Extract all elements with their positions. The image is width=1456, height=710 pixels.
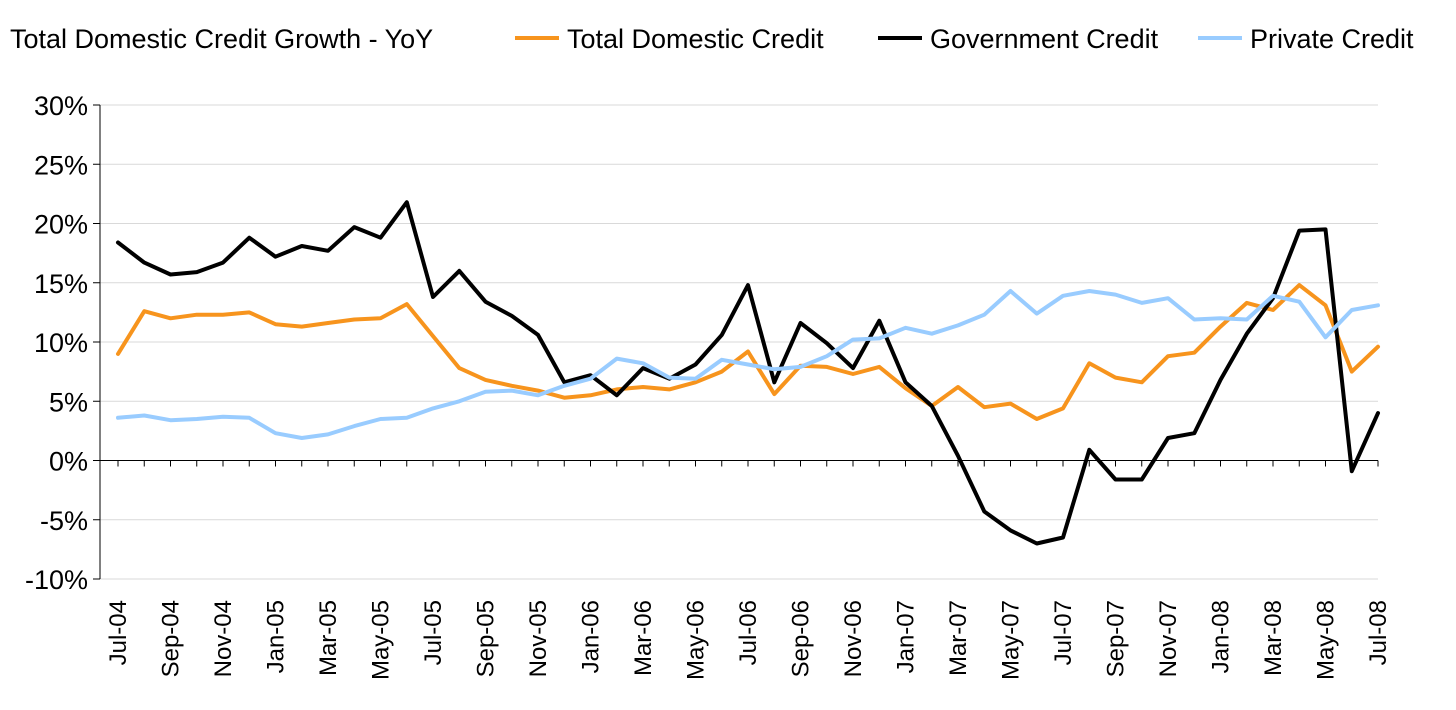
series-line-total-domestic-credit: [116, 283, 1380, 421]
y-tick-label: 0%: [49, 447, 88, 477]
x-tick-label: Nov-06: [840, 600, 867, 677]
x-tick-label: Mar-08: [1260, 600, 1287, 676]
x-tick-label: Nov-05: [525, 600, 552, 677]
x-tick-label: Nov-07: [1155, 600, 1182, 677]
x-tick-label: Jan-08: [1208, 600, 1235, 673]
chart-title: Total Domestic Credit Growth - YoY: [10, 24, 433, 54]
x-tick-label: Nov-04: [210, 600, 237, 677]
x-tick-label: May-05: [368, 600, 395, 680]
series-lines: [116, 200, 1380, 546]
x-tick-label: May-06: [683, 600, 710, 680]
series-line-private-credit: [116, 289, 1380, 440]
x-tick-label: May-07: [998, 600, 1025, 680]
x-tick-label: Sep-07: [1103, 600, 1130, 677]
x-tick-label: Mar-05: [315, 600, 342, 676]
x-tick-label: Sep-04: [158, 600, 185, 677]
y-tick-label: 5%: [49, 387, 88, 417]
x-tick-label: Jul-08: [1365, 600, 1392, 665]
y-tick-label: 25%: [34, 150, 88, 180]
x-tick-label: Mar-06: [630, 600, 657, 676]
legend-label: Government Credit: [930, 24, 1159, 54]
y-tick-label: 30%: [34, 91, 88, 121]
legend-label: Total Domestic Credit: [567, 24, 824, 54]
gridlines: [100, 104, 1378, 580]
x-axis-ticks: Jul-04 Sep-04 Nov-04 Jan-05 Mar-05 May-05 Jul-…: [105, 460, 1392, 680]
legend: Total Domestic Credit Government Credit Pr…: [515, 24, 1414, 54]
x-tick-label: Jan-05: [263, 600, 290, 673]
x-tick-label: Jul-07: [1050, 600, 1077, 665]
x-tick-label: Jan-06: [578, 600, 605, 673]
legend-label: Private Credit: [1250, 24, 1414, 54]
y-tick-label: -10%: [25, 565, 88, 595]
y-axis-ticks: 30% 25% 20% 15% 10% 5% 0% -5% -10%: [25, 91, 100, 595]
x-tick-label: Jan-07: [893, 600, 920, 673]
x-tick-label: Mar-07: [945, 600, 972, 676]
x-tick-label: Sep-06: [788, 600, 815, 677]
x-tick-label: May-08: [1313, 600, 1340, 680]
x-tick-label: Sep-05: [473, 600, 500, 677]
y-tick-label: 10%: [34, 328, 88, 358]
y-tick-label: 20%: [34, 210, 88, 240]
y-tick-label: 15%: [34, 269, 88, 299]
x-tick-label: Jul-05: [420, 600, 447, 665]
series-line-government-credit: [116, 200, 1380, 546]
x-tick-label: Jul-06: [735, 600, 762, 665]
y-tick-label: -5%: [40, 506, 88, 536]
x-tick-label: Jul-04: [105, 600, 132, 665]
